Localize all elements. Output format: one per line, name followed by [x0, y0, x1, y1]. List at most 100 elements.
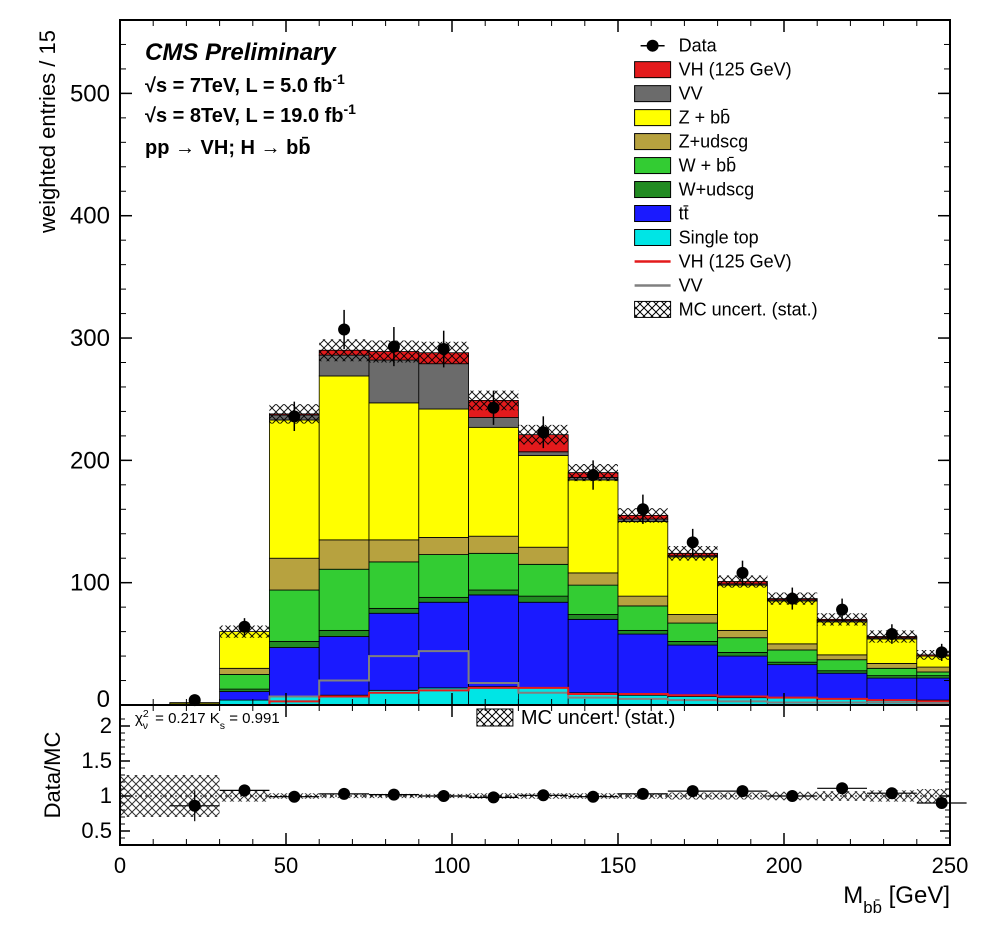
bar-z_udscg — [319, 540, 369, 569]
ratio-point — [239, 784, 251, 796]
bar-z_udscg — [419, 537, 469, 554]
bar-w_udscg — [419, 597, 469, 602]
legend-hatch — [635, 301, 671, 317]
ylabel-ratio: Data/MC — [40, 731, 65, 818]
xtick-ratio: 150 — [600, 853, 637, 878]
bar-ttbar — [220, 692, 270, 701]
bar-ttbar — [767, 665, 817, 698]
bar-w_bb — [767, 650, 817, 662]
legend-label: Single top — [679, 227, 759, 247]
legend-swatch — [635, 182, 671, 198]
bar-z_udscg — [718, 630, 768, 637]
ratio-point — [687, 785, 699, 797]
ytick-main: 100 — [70, 570, 110, 597]
ratio-point — [388, 789, 400, 801]
bar-w_bb — [269, 590, 319, 641]
bar-z_udscg — [469, 536, 519, 553]
bar-z_udscg — [220, 668, 270, 674]
bar-w_udscg — [269, 641, 319, 647]
bar-z_udscg — [917, 667, 950, 672]
data-point — [737, 567, 749, 579]
ratio-point — [786, 790, 798, 802]
ratio-point — [737, 785, 749, 797]
bar-ttbar — [518, 602, 568, 688]
ytick-ratio: 1 — [100, 783, 112, 808]
bar-ttbar — [618, 634, 668, 695]
bar-w_bb — [867, 668, 917, 675]
data-point — [288, 410, 300, 422]
bar-ttbar — [718, 656, 768, 698]
data-point — [786, 593, 798, 605]
legend-label: tt̄ — [679, 204, 689, 224]
xtick-ratio: 100 — [434, 853, 471, 878]
bar-single_top — [618, 695, 668, 705]
ratio-point — [886, 787, 898, 799]
bar-w_udscg — [618, 630, 668, 634]
bar-w_bb — [817, 660, 867, 671]
legend-label: W+udscg — [679, 180, 755, 200]
bar-vv — [419, 364, 469, 409]
xtick-ratio: 250 — [932, 853, 969, 878]
legend-swatch — [635, 134, 671, 150]
svg-root: 1002003004005000weighted entries / 15CMS… — [0, 0, 991, 935]
chi2-text: χ2ν = 0.217 Ks = 0.991 — [135, 708, 280, 732]
bar-w_bb — [469, 553, 519, 590]
ratio-point — [438, 790, 450, 802]
bar-w_bb — [718, 638, 768, 653]
legend-label: W + bb̄ — [679, 156, 737, 176]
bar-z_bb — [618, 522, 668, 597]
bar-w_bb — [419, 555, 469, 598]
ratio-panel: 0.511.52050100150200250Data/MCMbb̄ [GeV]… — [40, 705, 968, 917]
bar-w_bb — [518, 564, 568, 596]
bar-single_top — [469, 687, 519, 705]
bar-ttbar — [917, 678, 950, 700]
bar-ttbar — [817, 673, 867, 699]
ytick-main: 0 — [97, 686, 110, 713]
data-point — [836, 604, 848, 616]
bar-vv — [518, 452, 568, 456]
bar-w_udscg — [319, 630, 369, 636]
bar-z_udscg — [518, 547, 568, 564]
ylabel-main: weighted entries / 15 — [35, 30, 60, 234]
bar-z_bb — [419, 409, 469, 537]
bar-z_bb — [518, 455, 568, 547]
ytick-ratio: 2 — [100, 713, 112, 738]
bar-z_udscg — [369, 540, 419, 562]
annotation-line: √s = 7TeV, L = 5.0 fb-1 — [145, 71, 345, 97]
xtick-ratio: 0 — [114, 853, 126, 878]
data-point — [687, 536, 699, 548]
legend-swatch — [635, 110, 671, 126]
ytick-main: 500 — [70, 80, 110, 107]
bar-z_udscg — [568, 573, 618, 585]
bar-w_bb — [369, 562, 419, 608]
legend-label: Z + bb̄ — [679, 108, 731, 128]
ratio-point — [637, 788, 649, 800]
data-point — [637, 503, 649, 515]
annotation-line: pp → VH; H → bb̄ — [145, 137, 311, 159]
ytick-main: 300 — [70, 325, 110, 352]
bar-ttbar — [668, 645, 718, 696]
main-panel: 1002003004005000weighted entries / 15CMS… — [35, 20, 950, 713]
legend-swatch — [635, 206, 671, 222]
legend-label: VV — [679, 84, 703, 104]
legend-label: Z+udscg — [679, 132, 749, 152]
legend-swatch — [635, 62, 671, 78]
bar-z_bb — [469, 427, 519, 536]
data-point — [587, 469, 599, 481]
annotation-line: √s = 8TeV, L = 19.0 fb-1 — [145, 101, 356, 127]
bar-ttbar — [469, 595, 519, 687]
bar-ttbar — [369, 613, 419, 690]
legend-label: MC uncert. (stat.) — [679, 299, 818, 319]
xtick-ratio: 50 — [274, 853, 298, 878]
bar-z_udscg — [618, 596, 668, 606]
bar-z_bb — [568, 480, 618, 573]
bar-z_udscg — [767, 644, 817, 650]
bar-z_bb — [718, 585, 768, 630]
bar-z_bb — [668, 557, 718, 614]
data-point — [388, 341, 400, 353]
bar-vv — [369, 360, 419, 403]
bar-w_bb — [220, 674, 270, 689]
ratio-point — [537, 789, 549, 801]
bar-z_bb — [817, 622, 867, 655]
bar-w_bb — [917, 672, 950, 676]
